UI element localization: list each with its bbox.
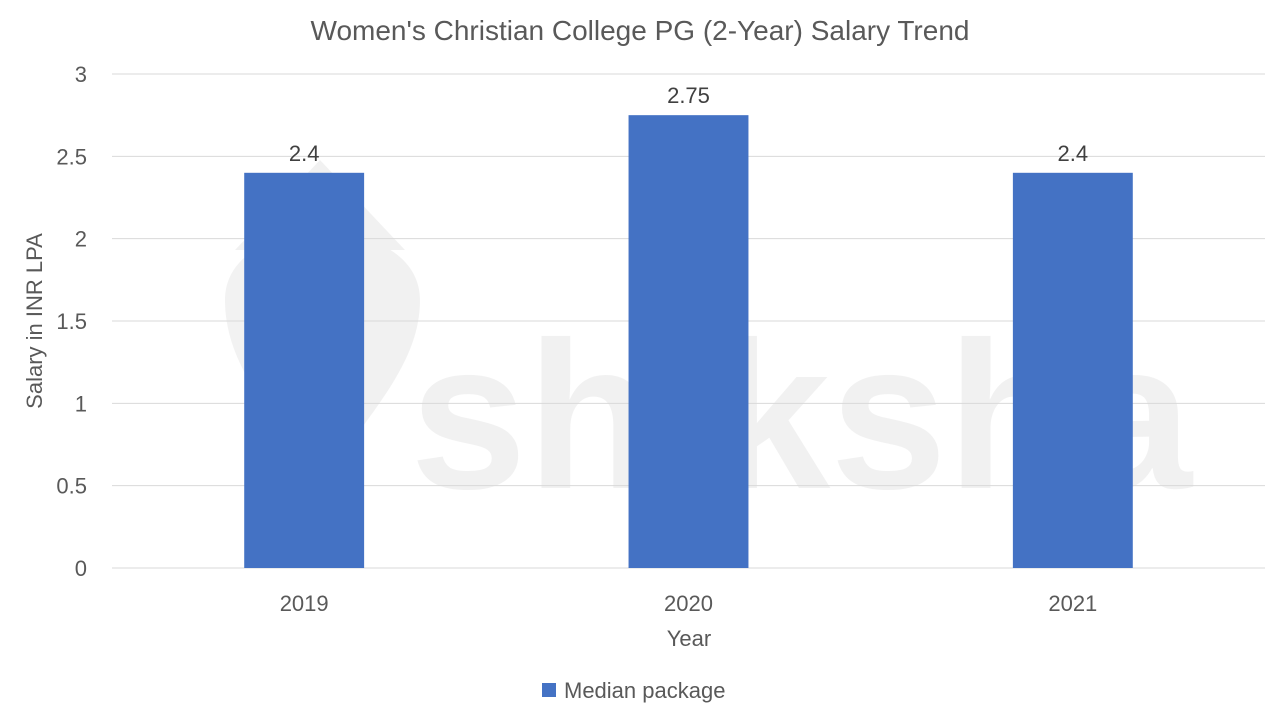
x-tick-label: 2019	[280, 591, 329, 616]
x-axis-label: Year	[667, 626, 711, 651]
y-axis-ticks: 0 0.5 1 1.5 2 2.5 3	[56, 62, 87, 581]
x-tick-label: 2021	[1048, 591, 1097, 616]
x-axis-ticks: 2019 2020 2021	[280, 591, 1098, 616]
y-axis-label: Salary in INR LPA	[22, 233, 47, 409]
data-labels: 2.4 2.75 2.4	[289, 83, 1088, 166]
y-tick-label: 3	[75, 62, 87, 87]
bar-2020	[628, 115, 749, 569]
x-tick-label: 2020	[664, 591, 713, 616]
data-label-2019: 2.4	[289, 141, 320, 166]
y-tick-label: 0	[75, 556, 87, 581]
legend-label: Median package	[564, 678, 725, 703]
legend: Median package	[542, 678, 725, 703]
bar-2021	[1012, 172, 1133, 569]
data-label-2021: 2.4	[1058, 141, 1089, 166]
data-label-2020: 2.75	[667, 83, 710, 108]
bars	[244, 115, 1133, 569]
y-tick-label: 1	[75, 391, 87, 416]
y-tick-label: 2	[75, 227, 87, 252]
legend-swatch	[542, 683, 556, 697]
y-tick-label: 2.5	[56, 144, 87, 169]
y-tick-label: 1.5	[56, 309, 87, 334]
bar-2019	[244, 172, 365, 569]
chart-title: Women's Christian College PG (2-Year) Sa…	[311, 15, 970, 46]
y-tick-label: 0.5	[56, 474, 87, 499]
